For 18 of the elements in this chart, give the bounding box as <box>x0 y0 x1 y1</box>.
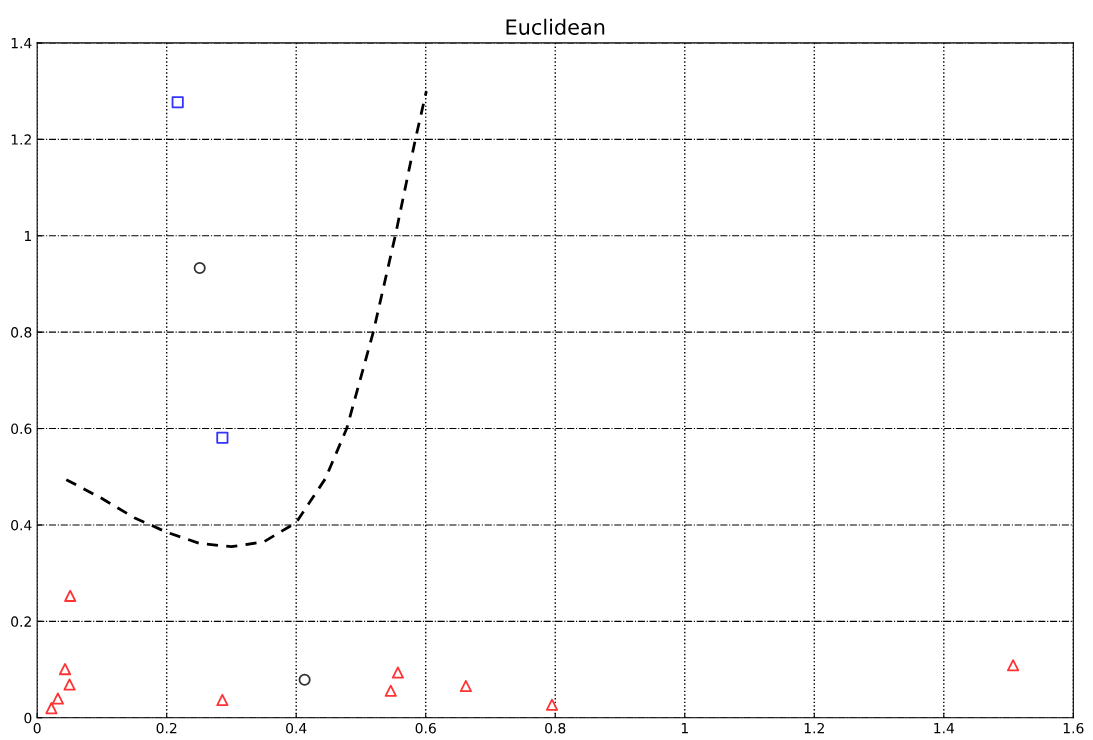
x-tick-label: 0.8 <box>545 722 566 734</box>
x-tick-label: 0.4 <box>286 722 307 734</box>
y-tick-label: 0 <box>24 712 32 724</box>
chart-title: Euclidean <box>506 18 605 35</box>
y-tick-label: 1 <box>24 230 32 242</box>
y-tick-label: 0.8 <box>11 327 32 338</box>
x-tick-label: 0.6 <box>415 722 436 734</box>
y-tick-label: 1.4 <box>11 38 32 49</box>
x-tick-label: 1.6 <box>1063 722 1084 734</box>
y-tick-label: 0.2 <box>11 616 31 627</box>
y-tick-label: 1.2 <box>11 134 31 145</box>
x-tick-label: 1 <box>681 723 688 734</box>
y-tick-label: 0.6 <box>11 423 32 435</box>
x-tick-label: 1.2 <box>804 722 824 734</box>
y-tick-label: 0.4 <box>11 519 32 531</box>
x-tick-label: 0.2 <box>156 722 177 734</box>
x-tick-label: 0 <box>33 722 41 734</box>
x-tick-label: 1.4 <box>934 723 955 734</box>
